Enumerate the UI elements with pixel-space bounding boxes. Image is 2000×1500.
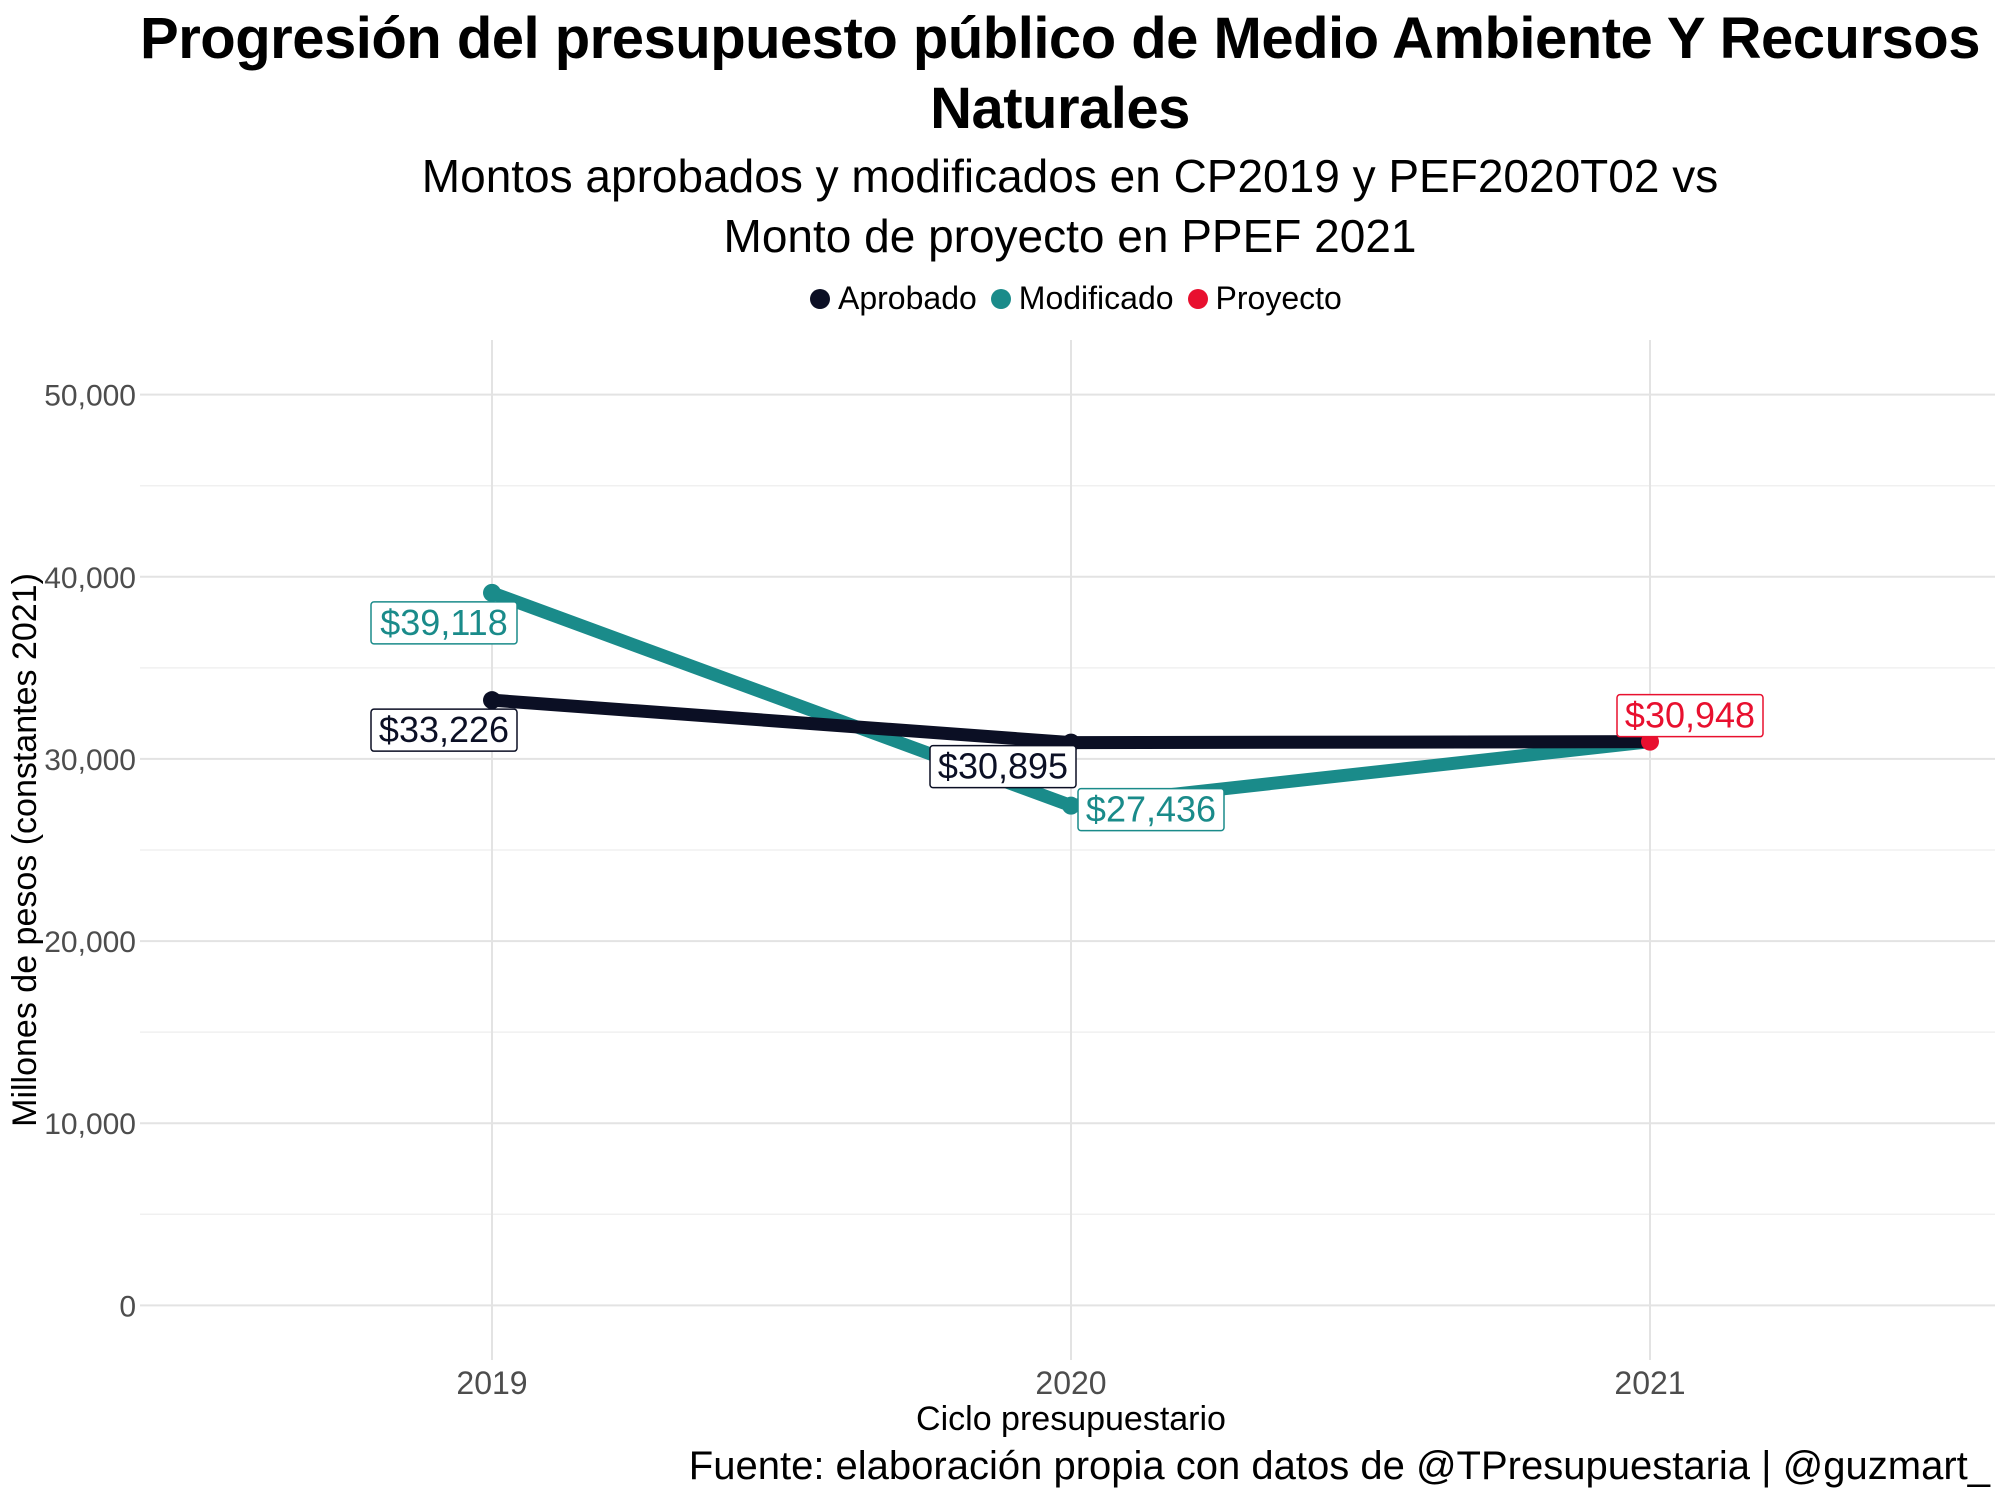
y-tick-label: 40,000 <box>44 562 136 595</box>
caption: Fuente: elaboración propia con datos de … <box>688 1444 1990 1488</box>
data-label-box <box>370 601 518 645</box>
legend-item-modificado: Modificado <box>990 280 1174 317</box>
data-label: $39,118 <box>380 602 507 643</box>
y-tick-label: 30,000 <box>44 744 136 777</box>
data-label-box <box>370 708 518 752</box>
data-label: $33,226 <box>379 709 509 750</box>
data-label: $30,948 <box>1625 695 1755 736</box>
legend-item-aprobado: Aprobado <box>810 280 977 317</box>
x-tick-label: 2021 <box>1614 1365 1685 1401</box>
y-tick-label: 20,000 <box>44 926 136 959</box>
chart-title: Progresión del presupuesto público de Me… <box>130 4 1990 144</box>
x-tick-label: 2019 <box>456 1365 527 1401</box>
data-point-modificado <box>483 583 501 602</box>
legend-label-modificado: Modificado <box>1018 280 1174 316</box>
data-label: $30,895 <box>938 746 1068 787</box>
y-tick-label: 0 <box>119 1290 136 1323</box>
chart-title-line1: Progresión del presupuesto público de Me… <box>140 6 1980 71</box>
chart-subtitle-line2: Monto de proyecto en PPEF 2021 <box>723 210 1417 262</box>
x-axis-title: Ciclo presupuestario <box>916 1400 1226 1438</box>
data-point-modificado <box>1062 796 1080 815</box>
legend-swatch-proyecto <box>1187 288 1208 309</box>
legend-label-proyecto: Proyecto <box>1215 280 1342 316</box>
legend-label-aprobado: Aprobado <box>838 280 977 316</box>
data-label-box <box>1616 693 1764 738</box>
data-label-box <box>929 744 1077 789</box>
chart-title-line2: Naturales <box>930 76 1190 141</box>
x-tick-label: 2020 <box>1035 1365 1106 1401</box>
legend-item-proyecto: Proyecto <box>1187 280 1342 317</box>
chart-subtitle: Montos aprobados y modificados en CP2019… <box>130 146 2000 266</box>
legend: Aprobado Modificado Proyecto <box>810 280 1356 317</box>
y-axis-title: Millones de pesos (constantes 2021) <box>6 573 44 1127</box>
y-tick-label: 50,000 <box>44 380 136 413</box>
data-label-box <box>1077 787 1225 832</box>
y-tick-label: 10,000 <box>44 1108 136 1141</box>
data-point-aprobado <box>483 691 501 710</box>
legend-swatch-modificado <box>990 288 1011 309</box>
chart-subtitle-line1: Montos aprobados y modificados en CP2019… <box>421 150 1719 202</box>
legend-swatch-aprobado <box>810 288 830 309</box>
data-label: $27,436 <box>1086 789 1216 830</box>
